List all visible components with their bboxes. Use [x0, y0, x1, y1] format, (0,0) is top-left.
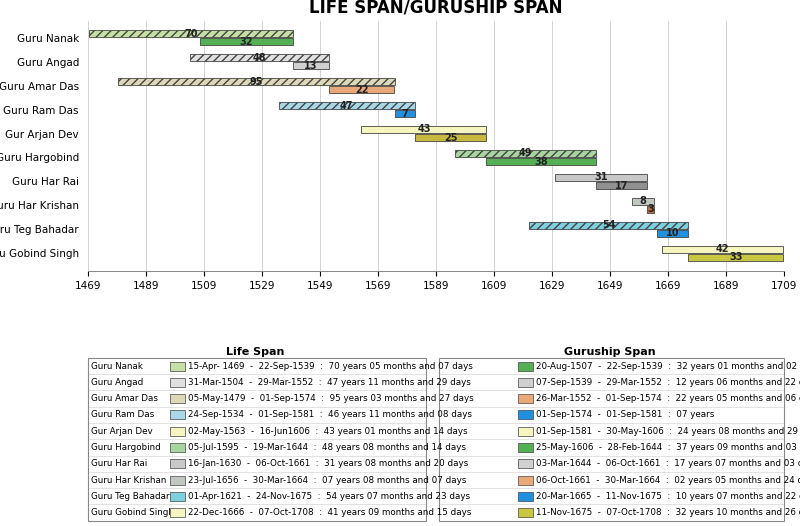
Text: Guruship Span: Guruship Span: [564, 347, 656, 357]
Bar: [170, 508, 186, 517]
Bar: [518, 492, 534, 501]
Text: 22-Dec-1666  -  07-Oct-1708  :  41 years 09 months and 15 days: 22-Dec-1666 - 07-Oct-1708 : 41 years 09 …: [187, 508, 471, 517]
Text: Life Span: Life Span: [226, 347, 284, 357]
Bar: [330, 86, 394, 93]
Text: Guru Ram Das: Guru Ram Das: [91, 410, 154, 419]
Bar: [530, 221, 688, 229]
Bar: [170, 394, 186, 403]
Text: 15-Apr- 1469  -  22-Sep-1539  :  70 years 05 months and 07 days: 15-Apr- 1469 - 22-Sep-1539 : 70 years 05…: [187, 361, 473, 370]
Bar: [170, 443, 186, 452]
Bar: [118, 78, 394, 85]
Bar: [88, 358, 426, 521]
Text: 05-May-1479  -  01-Sep-1574  :  95 years 03 months and 27 days: 05-May-1479 - 01-Sep-1574 : 95 years 03 …: [187, 394, 474, 403]
Bar: [362, 126, 486, 133]
Bar: [486, 158, 596, 165]
Text: Guru Teg Bahadar: Guru Teg Bahadar: [91, 492, 170, 501]
Text: 03-Mar-1644  -  06-Oct-1661  :  17 years 07 months and 03 days: 03-Mar-1644 - 06-Oct-1661 : 17 years 07 …: [535, 459, 800, 468]
Bar: [170, 476, 186, 484]
Bar: [518, 459, 534, 468]
Text: 26-Mar-1552  -  01-Sep-1574  :  22 years 05 months and 06 days: 26-Mar-1552 - 01-Sep-1574 : 22 years 05 …: [535, 394, 800, 403]
Text: 20-Aug-1507  -  22-Sep-1539  :  32 years 01 months and 02 days: 20-Aug-1507 - 22-Sep-1539 : 32 years 01 …: [535, 361, 800, 370]
Bar: [518, 361, 534, 370]
Text: Guru Angad: Guru Angad: [91, 378, 144, 387]
Bar: [278, 102, 414, 109]
Text: Guru Amar Das: Guru Amar Das: [91, 394, 158, 403]
Bar: [688, 254, 783, 261]
Bar: [518, 410, 534, 419]
Text: 01-Sep-1574  -  01-Sep-1581  :  07 years: 01-Sep-1574 - 01-Sep-1581 : 07 years: [535, 410, 714, 419]
Text: 32: 32: [240, 37, 254, 47]
Bar: [518, 508, 534, 517]
Bar: [657, 230, 688, 237]
Bar: [518, 394, 534, 403]
Bar: [293, 62, 330, 69]
Text: 01-Sep-1581  -  30-May-1606  :  24 years 08 months and 29 days: 01-Sep-1581 - 30-May-1606 : 24 years 08 …: [535, 427, 800, 436]
Text: 8: 8: [640, 196, 646, 206]
Text: Guru Hargobind: Guru Hargobind: [91, 443, 162, 452]
Text: 24-Sep-1534  -  01-Sep-1581  :  46 years 11 months and 08 days: 24-Sep-1534 - 01-Sep-1581 : 46 years 11 …: [187, 410, 471, 419]
Text: 07-Sep-1539  -  29-Mar-1552  :  12 years 06 months and 22 days: 07-Sep-1539 - 29-Mar-1552 : 12 years 06 …: [535, 378, 800, 387]
Text: 42: 42: [716, 244, 730, 254]
Bar: [662, 246, 783, 253]
Text: 31: 31: [594, 173, 608, 183]
Bar: [170, 410, 186, 419]
Bar: [439, 358, 784, 521]
Bar: [170, 427, 186, 436]
Text: 06-Oct-1661  -  30-Mar-1664  :  02 years 05 months and 24 days: 06-Oct-1661 - 30-Mar-1664 : 02 years 05 …: [535, 476, 800, 484]
Bar: [170, 378, 186, 387]
Text: 05-Jul-1595  -  19-Mar-1644  :  48 years 08 months and 14 days: 05-Jul-1595 - 19-Mar-1644 : 48 years 08 …: [187, 443, 466, 452]
Text: 25-May-1606  -  28-Feb-1644  :  37 years 09 months and 03 days: 25-May-1606 - 28-Feb-1644 : 37 years 09 …: [535, 443, 800, 452]
Bar: [555, 174, 647, 181]
Bar: [170, 459, 186, 468]
Text: 31-Mar-1504  -  29-Mar-1552  :  47 years 11 months and 29 days: 31-Mar-1504 - 29-Mar-1552 : 47 years 11 …: [187, 378, 470, 387]
Text: 38: 38: [534, 157, 548, 167]
Bar: [518, 476, 534, 484]
Text: 7: 7: [402, 109, 408, 119]
Text: Guru Har Krishan: Guru Har Krishan: [91, 476, 167, 484]
Text: 16-Jan-1630  -  06-Oct-1661  :  31 years 08 months and 20 days: 16-Jan-1630 - 06-Oct-1661 : 31 years 08 …: [187, 459, 468, 468]
Bar: [200, 38, 293, 45]
Bar: [170, 361, 186, 370]
Text: Guru Gobind Singh: Guru Gobind Singh: [91, 508, 174, 517]
Text: 11-Nov-1675  -  07-Oct-1708  :  32 years 10 months and 26 days: 11-Nov-1675 - 07-Oct-1708 : 32 years 10 …: [535, 508, 800, 517]
Text: 25: 25: [444, 133, 458, 143]
Text: Guru Nanak: Guru Nanak: [91, 361, 143, 370]
Bar: [455, 150, 596, 157]
Text: 33: 33: [729, 252, 742, 262]
Text: Gur Arjan Dev: Gur Arjan Dev: [91, 427, 153, 436]
Title: LIFE SPAN/GURUSHIP SPAN: LIFE SPAN/GURUSHIP SPAN: [310, 0, 562, 17]
Bar: [394, 110, 415, 117]
Bar: [518, 443, 534, 452]
Text: 3: 3: [647, 205, 654, 215]
Bar: [89, 30, 293, 37]
Text: 20-Mar-1665  -  11-Nov-1675  :  10 years 07 months and 22 days: 20-Mar-1665 - 11-Nov-1675 : 10 years 07 …: [535, 492, 800, 501]
Bar: [415, 134, 486, 141]
Bar: [518, 378, 534, 387]
Text: 70: 70: [184, 29, 198, 39]
Text: 95: 95: [250, 77, 263, 87]
Bar: [190, 54, 329, 61]
Bar: [170, 492, 186, 501]
Text: 02-May-1563  -  16-Jun1606  :  43 years 01 months and 14 days: 02-May-1563 - 16-Jun1606 : 43 years 01 m…: [187, 427, 467, 436]
Bar: [596, 182, 647, 189]
Text: 13: 13: [305, 61, 318, 71]
Text: 22: 22: [355, 85, 369, 95]
Text: 23-Jul-1656  -  30-Mar-1664  :  07 years 08 months and 07 days: 23-Jul-1656 - 30-Mar-1664 : 07 years 08 …: [187, 476, 466, 484]
Text: 01-Apr-1621  -  24-Nov-1675  :  54 years 07 months and 23 days: 01-Apr-1621 - 24-Nov-1675 : 54 years 07 …: [187, 492, 470, 501]
Text: 47: 47: [340, 100, 354, 110]
Text: 43: 43: [418, 125, 430, 135]
Text: 49: 49: [518, 148, 532, 158]
Bar: [632, 198, 654, 205]
Bar: [647, 206, 654, 213]
Text: 17: 17: [615, 180, 628, 190]
Text: Guru Har Rai: Guru Har Rai: [91, 459, 148, 468]
Bar: [518, 427, 534, 436]
Text: 54: 54: [602, 220, 615, 230]
Text: 48: 48: [253, 53, 266, 63]
Text: 10: 10: [666, 228, 679, 238]
